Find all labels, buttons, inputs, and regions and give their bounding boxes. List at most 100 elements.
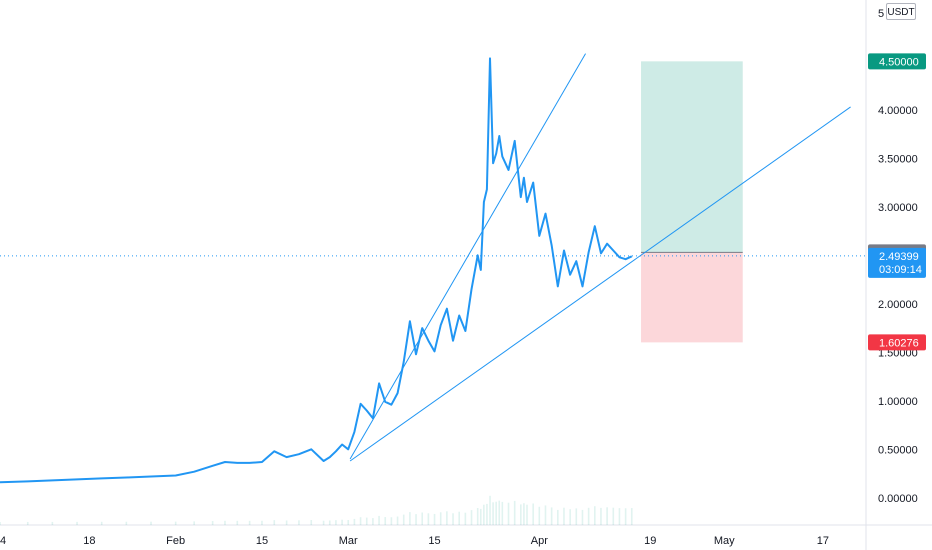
- volume-bar: [593, 506, 596, 525]
- y-tick-label: 4.00000: [878, 105, 918, 117]
- y-tick-label: 2.00000: [878, 299, 918, 311]
- volume-bar: [261, 520, 263, 525]
- volume-bar: [421, 512, 424, 525]
- volume-bar: [328, 520, 331, 525]
- volume-bar: [365, 517, 368, 525]
- volume-bar: [224, 520, 226, 525]
- volume-bar: [341, 519, 343, 525]
- volume-bar: [600, 507, 602, 525]
- volume-bar: [100, 521, 103, 525]
- volume-bar: [612, 507, 615, 525]
- y-tick-label: 3.50000: [878, 153, 918, 165]
- volume-bar: [492, 502, 494, 525]
- x-tick-label: 15: [428, 535, 440, 547]
- volume-bar: [563, 507, 565, 525]
- volume-bar: [0, 522, 1, 525]
- volume-bar: [402, 514, 405, 525]
- volume-bar: [174, 521, 177, 525]
- volume-bar: [285, 520, 288, 525]
- volume-bar: [409, 512, 411, 525]
- volume-bar: [76, 521, 78, 525]
- volume-bar: [150, 521, 152, 525]
- lower-trendline: [349, 106, 851, 462]
- volume-bar: [498, 500, 501, 525]
- volume-bar: [310, 520, 313, 525]
- volume-bar: [378, 515, 380, 525]
- volume-bar: [470, 510, 473, 525]
- volume-bar: [384, 517, 387, 525]
- countdown-text: 03:09:14: [879, 264, 922, 276]
- volume-bar: [353, 518, 356, 525]
- x-tick-label: May: [714, 535, 735, 547]
- volume-bar: [544, 505, 547, 525]
- profit-zone: [641, 61, 743, 253]
- volume-bar: [532, 503, 534, 525]
- volume-bar: [486, 503, 488, 525]
- volume-bar: [452, 513, 454, 525]
- volume-bar: [513, 500, 516, 525]
- volume-bar: [550, 507, 553, 525]
- volume-bar: [464, 512, 467, 525]
- volume-bar: [236, 520, 239, 525]
- volume-bar: [193, 521, 195, 525]
- volume-bar: [427, 513, 430, 525]
- x-tick-label: 15: [256, 535, 268, 547]
- volume-bar: [415, 514, 417, 525]
- price-badge: [868, 53, 926, 70]
- x-tick-label: 19: [644, 535, 656, 547]
- volume-bar: [624, 508, 627, 525]
- volume-bar: [581, 509, 584, 525]
- volume-bar: [606, 507, 608, 525]
- volume-bar: [489, 495, 491, 525]
- volume-bar: [587, 507, 590, 525]
- y-tick-label: 0.50000: [878, 444, 918, 456]
- last-price-badge: [868, 247, 926, 278]
- volume-bar: [359, 517, 362, 525]
- upper-trendline: [349, 53, 586, 460]
- x-tick-label: Apr: [531, 535, 548, 547]
- volume-bar: [396, 516, 399, 525]
- volume-bar: [322, 520, 325, 525]
- volume-bar: [347, 520, 350, 525]
- volume-bar: [125, 521, 128, 525]
- volume-bar: [538, 506, 541, 525]
- y-tick-label: 3.00000: [878, 202, 918, 214]
- x-tick-label: Feb: [166, 535, 185, 547]
- price-badge-text: 1.60276: [879, 337, 919, 349]
- volume-bar: [557, 509, 559, 525]
- volume-bar: [495, 501, 497, 525]
- volume-bar: [335, 520, 337, 525]
- volume-bar: [458, 511, 460, 525]
- last-price-text: 2.49399: [879, 251, 919, 263]
- currency-unit-label[interactable]: USDT: [886, 3, 916, 20]
- volume-bar: [479, 508, 482, 525]
- volume-bar: [390, 517, 393, 525]
- x-tick-label: 17: [817, 535, 829, 547]
- volume-bar: [476, 508, 479, 525]
- y-tick-label: 0.00000: [878, 493, 918, 505]
- volume-bar: [446, 511, 448, 525]
- volume-bar: [51, 521, 54, 525]
- volume-bar: [248, 520, 251, 525]
- price-badge-text: 4.50000: [879, 56, 919, 68]
- volume-bar: [298, 520, 300, 525]
- y-tick-label: 1.00000: [878, 396, 918, 408]
- volume-bar: [211, 521, 214, 525]
- volume-bar: [507, 502, 510, 525]
- x-tick-label: Mar: [339, 535, 358, 547]
- loss-zone: [641, 252, 743, 343]
- volume-bar: [372, 518, 374, 525]
- volume-bar: [501, 501, 504, 525]
- x-tick-label: 18: [83, 535, 95, 547]
- price-line: [0, 57, 633, 484]
- volume-bar: [520, 504, 522, 525]
- x-tick-label: 4: [0, 535, 6, 547]
- volume-bar: [523, 503, 525, 525]
- volume-bar: [439, 512, 442, 525]
- volume-bar: [483, 504, 485, 525]
- volume-bar: [273, 520, 276, 525]
- price-badge: [868, 334, 926, 351]
- volume-bar: [630, 508, 633, 525]
- volume-bar: [569, 509, 571, 525]
